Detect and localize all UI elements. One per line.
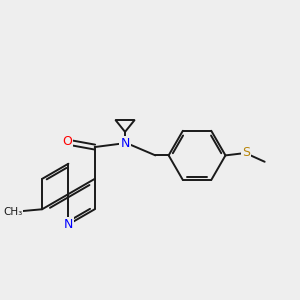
Text: N: N xyxy=(64,218,73,231)
Text: O: O xyxy=(62,135,72,148)
Text: CH₃: CH₃ xyxy=(3,207,22,217)
Text: N: N xyxy=(120,136,130,150)
Text: S: S xyxy=(242,146,250,159)
